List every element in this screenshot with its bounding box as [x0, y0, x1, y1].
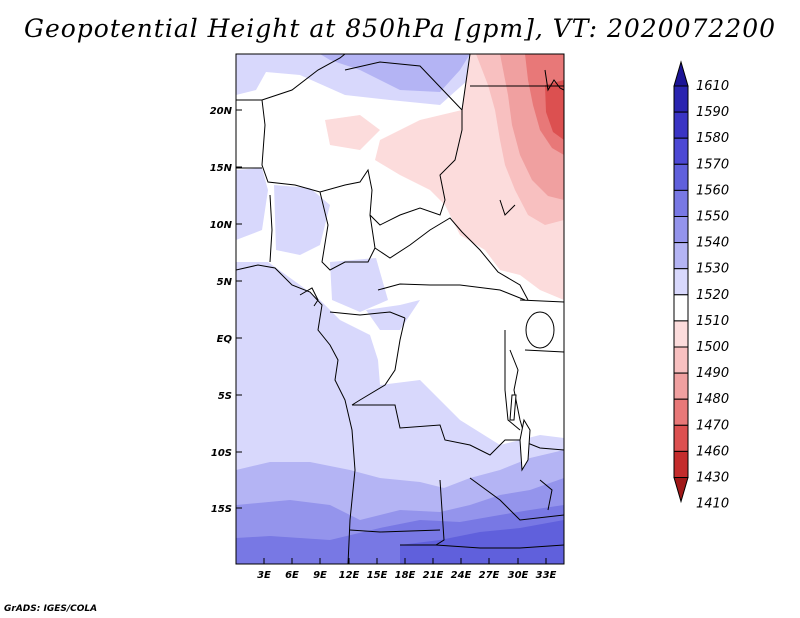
lon-tick-label: 30E: [508, 570, 529, 581]
colorbar-label: 1410: [696, 497, 729, 512]
latitude-axis: 20N 15N 10N 5N EQ 5S 10S 15S: [210, 106, 242, 515]
field-1460: [545, 80, 564, 140]
lon-tick-label: 33E: [536, 570, 557, 581]
colorbar-swatch: [673, 163, 689, 191]
colorbar-label: 1610: [696, 79, 729, 94]
colorbar-swatch: [673, 216, 689, 244]
colorbar-label: 1560: [696, 183, 729, 198]
colorbar-swatch: [673, 294, 689, 322]
colorbar-swatch: [673, 137, 689, 165]
colorbar-swatch: [673, 242, 689, 270]
colorbar-label: 1580: [696, 131, 729, 146]
colorbar-label: 1550: [696, 210, 729, 225]
field-1560: [400, 520, 564, 564]
lat-tick-label: 5S: [218, 391, 232, 402]
colorbar-top-arrow: [673, 60, 689, 87]
lat-tick-label: 20N: [210, 106, 233, 117]
colorbar-label: 1460: [696, 444, 729, 459]
colorbar-label: 1500: [696, 340, 729, 355]
lon-tick-label: 9E: [313, 570, 327, 581]
colorbar-bottom-arrow: [673, 477, 689, 504]
longitude-axis: 3E 6E 9E 12E 15E 18E 21E 24E 27E 30E 33E: [257, 558, 557, 581]
lon-tick-label: 18E: [395, 570, 416, 581]
lat-tick-label: 15N: [210, 163, 233, 174]
colorbar-label: 1540: [696, 236, 729, 251]
borders: [236, 54, 564, 564]
lat-tick-label: 10N: [210, 220, 233, 231]
colorbar-swatch: [673, 268, 689, 296]
colorbar-label: 1430: [696, 471, 729, 486]
colorbar-swatch: [673, 111, 689, 139]
map-frame: [235, 53, 565, 565]
colorbar-label: 1510: [696, 314, 729, 329]
credit-text: GrADS: IGES/COLA: [4, 604, 98, 614]
colorbar-label: 1530: [696, 262, 729, 277]
lon-tick-label: 12E: [339, 570, 360, 581]
lat-tick-label: 15S: [211, 504, 232, 515]
colorbar-swatch: [673, 450, 689, 478]
lon-tick-label: 21E: [423, 570, 444, 581]
colorbar-swatch: [673, 346, 689, 374]
colorbar-swatch: [673, 424, 689, 452]
colorbar-label: 1490: [696, 366, 729, 381]
lon-tick-label: 3E: [257, 570, 271, 581]
colorbar: 1610 1590 1580 1570 1560 1550 1540 1530 1520 1510…: [673, 60, 729, 512]
colorbar-swatch: [673, 372, 689, 400]
lon-tick-label: 24E: [451, 570, 472, 581]
chart-title: Geopotential Height at 850hPa [gpm], VT:…: [23, 14, 777, 43]
colorbar-label: 1520: [696, 288, 729, 303]
colorbar-label: 1590: [696, 105, 729, 120]
field-1520: [236, 54, 564, 564]
colorbar-label: 1570: [696, 157, 729, 172]
colorbar-swatch: [673, 320, 689, 348]
colorbar-swatch: [673, 85, 689, 113]
lat-tick-label: 10S: [211, 448, 232, 459]
lakes: [509, 311, 555, 472]
lat-tick-label: 5N: [217, 277, 233, 288]
lon-tick-label: 6E: [285, 570, 299, 581]
colorbar-swatch: [673, 189, 689, 217]
colorbar-swatch: [673, 398, 689, 426]
colorbar-label: 1480: [696, 392, 729, 407]
lon-tick-label: 15E: [367, 570, 388, 581]
lat-tick-label: EQ: [217, 334, 233, 345]
lon-tick-label: 27E: [479, 570, 500, 581]
colorbar-label: 1470: [696, 418, 729, 433]
map-area: [236, 54, 564, 564]
